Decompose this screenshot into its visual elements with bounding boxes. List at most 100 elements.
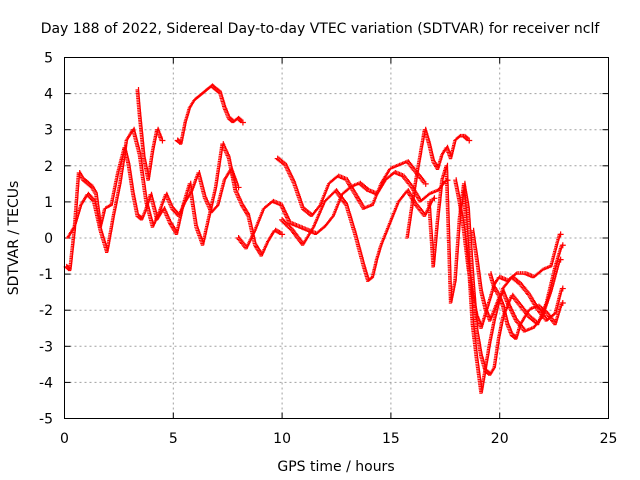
data-point-markers: [444, 162, 453, 302]
data-point-markers: [126, 162, 135, 194]
data-point-markers: [196, 170, 207, 198]
data-point-markers: [216, 178, 226, 207]
data-point-markers: [418, 192, 430, 203]
data-point-markers: [150, 211, 161, 228]
data-point-markers: [161, 206, 171, 223]
data-point-markers: [448, 280, 457, 304]
data-point-markers: [505, 300, 517, 321]
data-point-markers: [159, 137, 166, 144]
data-point-markers: [559, 242, 566, 249]
series-track-13: [488, 271, 566, 340]
data-point-markers: [553, 243, 563, 268]
data-point-markers: [518, 281, 530, 295]
x-axis-label: GPS time / hours: [277, 459, 394, 475]
data-point-markers: [557, 256, 564, 263]
data-point-markers: [344, 202, 357, 234]
data-point-markers: [272, 227, 282, 235]
data-point-markers: [235, 115, 243, 123]
data-point-markers: [370, 182, 383, 207]
data-point-markers: [137, 112, 144, 136]
data-point-markers: [553, 301, 563, 326]
data-point-markers: [187, 99, 195, 109]
y-tick-label: 5: [44, 51, 53, 67]
data-point-markers: [501, 289, 509, 302]
data-point-markers: [144, 198, 154, 227]
data-point-markers: [466, 206, 475, 273]
data-point-markers: [466, 253, 475, 324]
data-point-markers: [461, 188, 470, 255]
data-point-markers: [146, 150, 155, 181]
data-point-markers: [176, 200, 187, 217]
data-point-markers: [85, 180, 93, 188]
data-point-markers: [235, 235, 247, 249]
series-track-1: [63, 141, 286, 272]
data-point-markers: [414, 153, 422, 181]
data-point-markers: [327, 174, 338, 185]
data-point-markers: [509, 332, 517, 339]
data-point-markers: [387, 200, 400, 225]
data-point-markers: [322, 214, 334, 228]
data-point-markers: [505, 321, 513, 335]
data-point-markers: [531, 268, 543, 279]
y-tick-label: 1: [44, 195, 53, 211]
chart-title: Day 188 of 2022, Sidereal Day-to-day VTE…: [41, 21, 601, 37]
data-point-markers: [76, 170, 84, 180]
data-point-markers: [474, 328, 483, 356]
x-tick-label: 25: [600, 431, 618, 447]
data-point-markers: [300, 206, 312, 216]
data-point-markers: [313, 225, 325, 235]
data-point-markers: [139, 133, 146, 158]
data-point-markers: [333, 188, 347, 205]
data-point-markers: [392, 170, 404, 177]
data-point-markers: [92, 198, 102, 230]
data-point-markers: [559, 285, 566, 292]
data-point-markers: [427, 141, 435, 162]
data-point-markers: [479, 289, 487, 310]
data-point-markers: [479, 366, 487, 394]
data-point-markers: [370, 258, 378, 279]
data-point-markers: [135, 87, 142, 115]
x-tick-label: 15: [382, 431, 400, 447]
data-point-markers: [109, 171, 120, 207]
data-point-markers: [192, 95, 199, 102]
data-point-markers: [414, 202, 426, 216]
data-point-markers: [422, 126, 431, 144]
data-point-markers: [213, 87, 221, 94]
data-point-markers: [253, 207, 265, 232]
data-point-markers: [396, 189, 408, 203]
x-tick-label: 0: [60, 431, 69, 447]
grid-lines: [64, 57, 609, 419]
data-point-markers: [148, 191, 159, 219]
data-point-markers: [514, 323, 522, 340]
data-point-markers: [311, 200, 326, 228]
data-point-markers: [279, 231, 286, 238]
data-point-markers: [266, 229, 276, 243]
data-point-markers: [353, 231, 365, 266]
data-point-markers: [200, 215, 211, 246]
data-point-markers: [218, 90, 226, 107]
data-point-markers: [492, 297, 500, 311]
data-point-markers: [344, 177, 356, 194]
y-tick-labels: -5 -4 -3 -2 -1 0 1 2 3 4 5: [39, 51, 53, 428]
data-point-markers: [492, 337, 500, 369]
series-track-5: [235, 170, 451, 250]
series-track-2: [65, 126, 242, 253]
data-point-markers: [283, 162, 295, 183]
data-point-markers: [194, 224, 204, 245]
data-point-markers: [309, 203, 321, 217]
data-point-markers: [435, 153, 444, 170]
data-point-markers: [488, 319, 496, 344]
data-point-markers: [318, 182, 330, 207]
data-point-markers: [470, 321, 479, 360]
y-tick-label: 4: [44, 87, 53, 103]
data-point-markers: [509, 274, 521, 285]
data-point-markers: [331, 193, 343, 217]
data-point-markers: [448, 139, 457, 160]
y-tick-label: 2: [44, 159, 53, 175]
data-point-markers: [163, 191, 174, 209]
y-tick-label: -3: [39, 339, 53, 355]
y-tick-label: -1: [39, 267, 53, 283]
data-point-markers: [239, 202, 250, 216]
data-point-markers: [401, 173, 413, 187]
